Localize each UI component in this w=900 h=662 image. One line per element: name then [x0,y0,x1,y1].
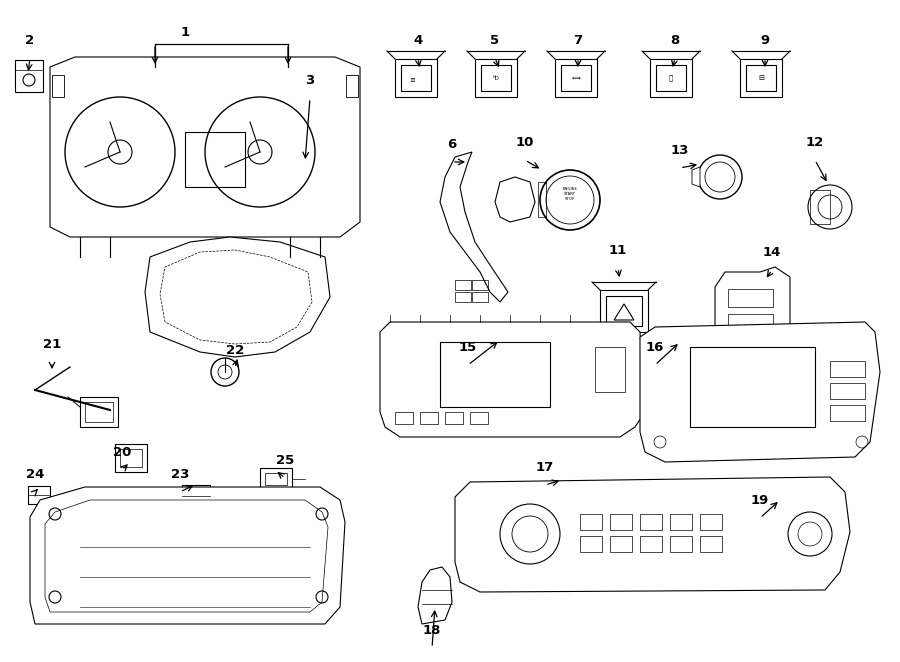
Text: ⌒: ⌒ [669,75,673,81]
Text: 6: 6 [447,138,456,150]
Bar [440,342,550,407]
Text: 3: 3 [305,73,315,87]
Text: ⟺: ⟺ [572,75,580,81]
Bar [558,492,576,517]
Bar [728,314,773,332]
Bar [810,190,830,224]
Bar [346,75,358,97]
Polygon shape [30,487,345,624]
Bar [728,339,773,357]
Text: 1: 1 [180,26,190,38]
Bar [746,65,776,91]
Bar [455,292,471,302]
Bar [555,59,597,97]
Polygon shape [550,487,582,532]
Polygon shape [380,322,645,437]
Bar [830,405,865,421]
Bar [260,468,292,490]
Text: 11: 11 [609,244,627,256]
Bar [185,132,245,187]
Polygon shape [455,477,850,592]
Polygon shape [640,322,880,462]
Bar [690,347,815,427]
Bar [830,361,865,377]
Bar [580,514,602,530]
Bar [85,402,113,422]
Bar [728,289,773,307]
Bar [610,536,632,552]
Bar [15,60,43,92]
Bar [640,536,662,552]
Bar [28,486,50,504]
Bar [182,485,210,507]
Bar [830,383,865,399]
Bar [475,59,517,97]
Bar [595,347,625,392]
Text: 24: 24 [26,467,44,481]
Bar [561,65,591,91]
Bar [670,514,692,530]
Text: 23: 23 [171,467,189,481]
Bar [538,182,546,217]
Bar [420,412,438,424]
Bar [700,514,722,530]
Text: 12: 12 [806,136,824,148]
Bar [52,75,64,97]
Text: 22: 22 [226,344,244,357]
Bar [188,490,204,502]
Text: 16: 16 [646,340,664,354]
Text: 14: 14 [763,246,781,258]
Bar [740,59,782,97]
Text: 10: 10 [516,136,535,148]
Text: 2: 2 [25,34,34,46]
Polygon shape [440,152,508,302]
Text: 4: 4 [413,34,423,46]
Text: ⊟: ⊟ [758,75,764,81]
Bar [580,536,602,552]
Bar [265,473,287,485]
Polygon shape [418,567,452,624]
Text: ≡: ≡ [409,77,415,83]
Text: 17: 17 [536,461,554,473]
Bar [610,514,632,530]
Text: ᴴD: ᴴD [492,75,500,81]
Polygon shape [715,267,790,382]
Text: 13: 13 [670,144,689,156]
Bar [606,296,642,326]
Polygon shape [495,177,535,222]
Text: 15: 15 [459,340,477,354]
Bar [472,280,488,290]
Bar [700,536,722,552]
Bar [395,59,437,97]
Text: ENGINE
START
STOP: ENGINE START STOP [562,187,578,201]
Polygon shape [50,57,360,237]
Polygon shape [145,237,330,357]
Bar [445,412,463,424]
Bar [401,65,431,91]
Bar [455,280,471,290]
Bar [670,536,692,552]
Bar [395,412,413,424]
Bar [115,444,147,472]
Text: 19: 19 [751,493,770,506]
Text: 7: 7 [573,34,582,46]
Text: 9: 9 [760,34,770,46]
Polygon shape [692,167,700,187]
Text: 5: 5 [491,34,500,46]
Bar [600,290,648,332]
Bar [656,65,686,91]
Bar [470,412,488,424]
Bar [120,449,142,467]
Bar [481,65,511,91]
Text: 25: 25 [276,453,294,467]
Text: 20: 20 [112,446,131,459]
Text: 21: 21 [43,338,61,350]
Bar [650,59,692,97]
Bar [472,292,488,302]
Bar [80,397,118,427]
Text: 8: 8 [670,34,680,46]
Bar [640,514,662,530]
Text: 18: 18 [423,624,441,636]
